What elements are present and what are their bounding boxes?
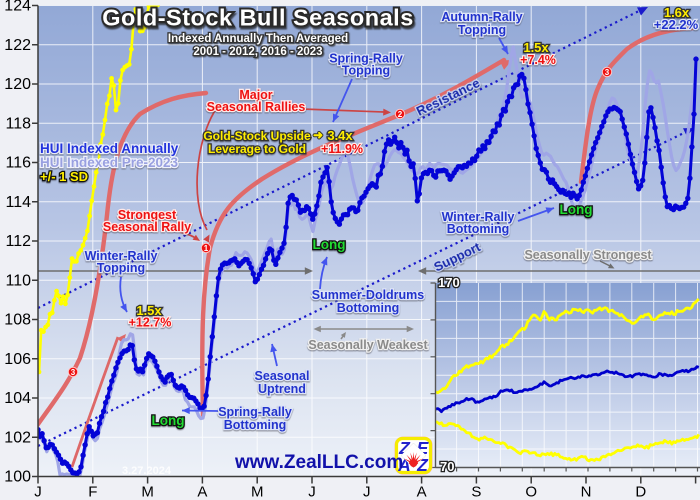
svg-text:+/- 1 SD: +/- 1 SD (40, 169, 88, 184)
svg-text:1.6x: 1.6x (664, 5, 690, 20)
svg-text:Topping: Topping (458, 23, 506, 37)
svg-text:Winter-Rally: Winter-Rally (442, 210, 515, 224)
svg-text:114: 114 (5, 194, 31, 211)
svg-text:106: 106 (4, 351, 31, 368)
svg-text:Bottoming: Bottoming (447, 222, 509, 236)
svg-text:122: 122 (4, 37, 31, 54)
svg-text:Topping: Topping (342, 64, 390, 78)
svg-text:S: S (471, 484, 481, 500)
svg-text:70: 70 (440, 459, 454, 474)
svg-text:N: N (581, 484, 592, 500)
svg-text:O: O (525, 484, 537, 500)
svg-text:J: J (363, 484, 371, 500)
svg-text:Seasonal Rallies: Seasonal Rallies (207, 100, 306, 114)
svg-text:Seasonally Strongest: Seasonally Strongest (524, 248, 652, 262)
svg-text:D: D (635, 484, 646, 500)
svg-text:A: A (197, 484, 207, 500)
svg-text:Long: Long (560, 202, 593, 217)
svg-text:1.5x: 1.5x (136, 303, 162, 318)
svg-text:Seasonal: Seasonal (255, 369, 310, 383)
svg-text:J: J (34, 484, 42, 500)
svg-text:1.5x: 1.5x (523, 40, 549, 55)
svg-text:3: 3 (71, 368, 76, 377)
svg-text:Topping: Topping (97, 261, 145, 275)
svg-text:110: 110 (5, 272, 31, 289)
svg-text:170: 170 (438, 275, 460, 290)
svg-text:www.ZealLLC.com: www.ZealLLC.com (234, 452, 403, 473)
svg-text:Uptrend: Uptrend (258, 382, 306, 396)
svg-text:Long: Long (152, 413, 185, 428)
svg-text:HUI Indexed Pre-2023: HUI Indexed Pre-2023 (40, 155, 179, 170)
svg-text:Summer-Doldrums: Summer-Doldrums (312, 288, 425, 302)
svg-text:2: 2 (398, 110, 403, 119)
svg-text:112: 112 (5, 233, 31, 250)
svg-text:104: 104 (4, 390, 31, 407)
svg-text:2001 - 2012, 2016 - 2023: 2001 - 2012, 2016 - 2023 (193, 46, 322, 58)
svg-text:M: M (251, 484, 264, 500)
svg-text:+12.7%: +12.7% (129, 316, 172, 330)
svg-text:120: 120 (4, 76, 31, 93)
svg-text:Seasonally Weakest: Seasonally Weakest (308, 338, 428, 352)
svg-text:Bottoming: Bottoming (337, 301, 399, 315)
svg-text:Gold-Stock Upside: Gold-Stock Upside (203, 129, 311, 143)
svg-text:108: 108 (4, 312, 31, 329)
svg-text:Long: Long (313, 237, 346, 252)
svg-text:➜: ➜ (313, 128, 323, 142)
svg-text:+22.2%: +22.2% (654, 17, 699, 32)
svg-text:+11.9%: +11.9% (321, 142, 363, 156)
svg-text:+7.4%: +7.4% (520, 53, 556, 67)
svg-text:3.4x: 3.4x (327, 128, 353, 143)
svg-text:3: 3 (605, 68, 610, 77)
svg-text:3.27.2024: 3.27.2024 (122, 465, 172, 477)
svg-text:100: 100 (4, 469, 31, 486)
svg-text:Winter-Rally: Winter-Rally (85, 249, 158, 263)
svg-text:124: 124 (4, 0, 31, 15)
svg-text:Indexed Annually Then Averaged: Indexed Annually Then Averaged (168, 33, 348, 45)
svg-text:Strongest: Strongest (118, 208, 177, 222)
svg-text:Leverage to Gold: Leverage to Gold (208, 142, 306, 156)
svg-text:Spring-Rally: Spring-Rally (218, 405, 292, 419)
svg-text:HUI Indexed Annually: HUI Indexed Annually (40, 141, 179, 156)
svg-text:J: J (308, 484, 316, 500)
svg-text:Seasonal Rally: Seasonal Rally (103, 220, 191, 234)
svg-text:F: F (88, 484, 97, 500)
svg-text:Spring-Rally: Spring-Rally (329, 52, 403, 66)
svg-text:102: 102 (4, 429, 31, 446)
svg-text:Bottoming: Bottoming (224, 418, 286, 432)
svg-text:118: 118 (5, 115, 31, 132)
svg-text:Autumn-Rally: Autumn-Rally (441, 10, 522, 24)
svg-text:Major: Major (239, 88, 272, 102)
svg-text:A: A (417, 484, 427, 500)
svg-text:116: 116 (5, 155, 31, 172)
svg-text:Gold-Stock Bull Seasonals: Gold-Stock Bull Seasonals (102, 5, 414, 31)
svg-text:1: 1 (204, 244, 209, 253)
svg-text:M: M (141, 484, 154, 500)
